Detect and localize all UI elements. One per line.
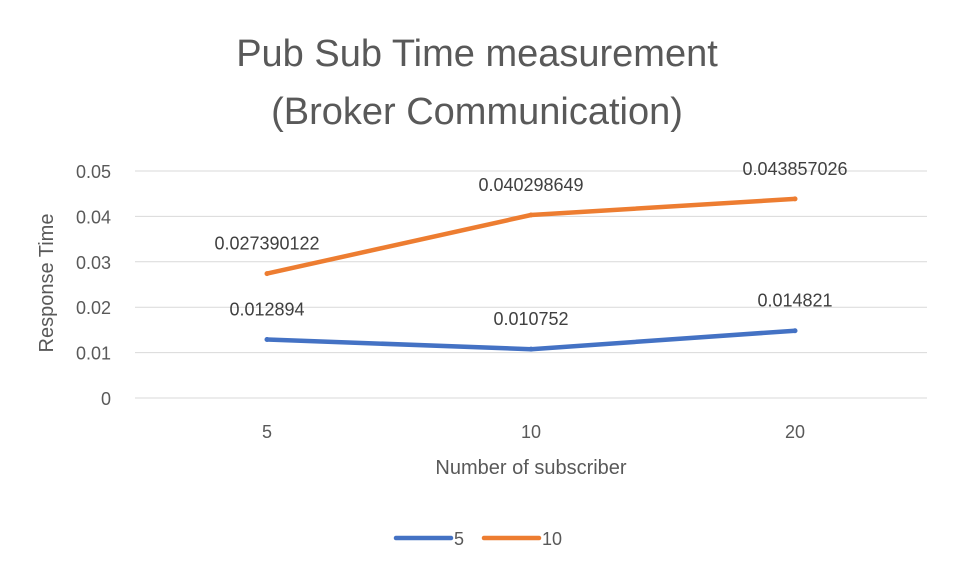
- series-lines: [264, 196, 798, 352]
- y-axis-ticks: 0 0.01 0.02 0.03 0.04 0.05: [76, 162, 111, 409]
- data-labels: 0.012894 0.010752 0.014821 0.027390122 0.040…: [214, 159, 847, 329]
- series-line-5: [264, 328, 798, 352]
- x-tick-label: 5: [262, 422, 272, 442]
- data-point: [528, 212, 534, 218]
- data-point: [264, 336, 270, 342]
- data-point: [264, 271, 270, 277]
- legend: 5 10: [393, 529, 562, 549]
- x-tick-label: 10: [521, 422, 541, 442]
- x-axis-label: Number of subscriber: [435, 457, 627, 479]
- data-label: 0.043857026: [742, 159, 847, 179]
- y-tick-label: 0.01: [76, 344, 111, 364]
- gridlines: [135, 170, 927, 399]
- y-tick-label: 0.03: [76, 253, 111, 273]
- data-point: [528, 346, 534, 352]
- chart-title-line-1: Pub Sub Time measurement: [236, 33, 718, 75]
- data-label: 0.012894: [229, 299, 304, 319]
- y-tick-label: 0: [101, 389, 111, 409]
- y-tick-label: 0.04: [76, 207, 111, 227]
- series-line-10: [264, 196, 798, 276]
- y-tick-label: 0.05: [76, 162, 111, 182]
- data-label: 0.027390122: [214, 234, 319, 254]
- x-tick-label: 20: [785, 422, 805, 442]
- y-axis-label: Response Time: [36, 214, 58, 353]
- data-label: 0.014821: [757, 291, 832, 311]
- data-point: [792, 328, 798, 334]
- y-tick-label: 0.02: [76, 298, 111, 318]
- x-axis-ticks: 5 10 20: [262, 422, 805, 442]
- data-point: [792, 196, 798, 202]
- data-label: 0.010752: [493, 309, 568, 329]
- data-label: 0.040298649: [478, 175, 583, 195]
- legend-label: 5: [454, 529, 464, 549]
- chart-title-line-2: (Broker Communication): [271, 91, 683, 133]
- legend-label: 10: [542, 529, 562, 549]
